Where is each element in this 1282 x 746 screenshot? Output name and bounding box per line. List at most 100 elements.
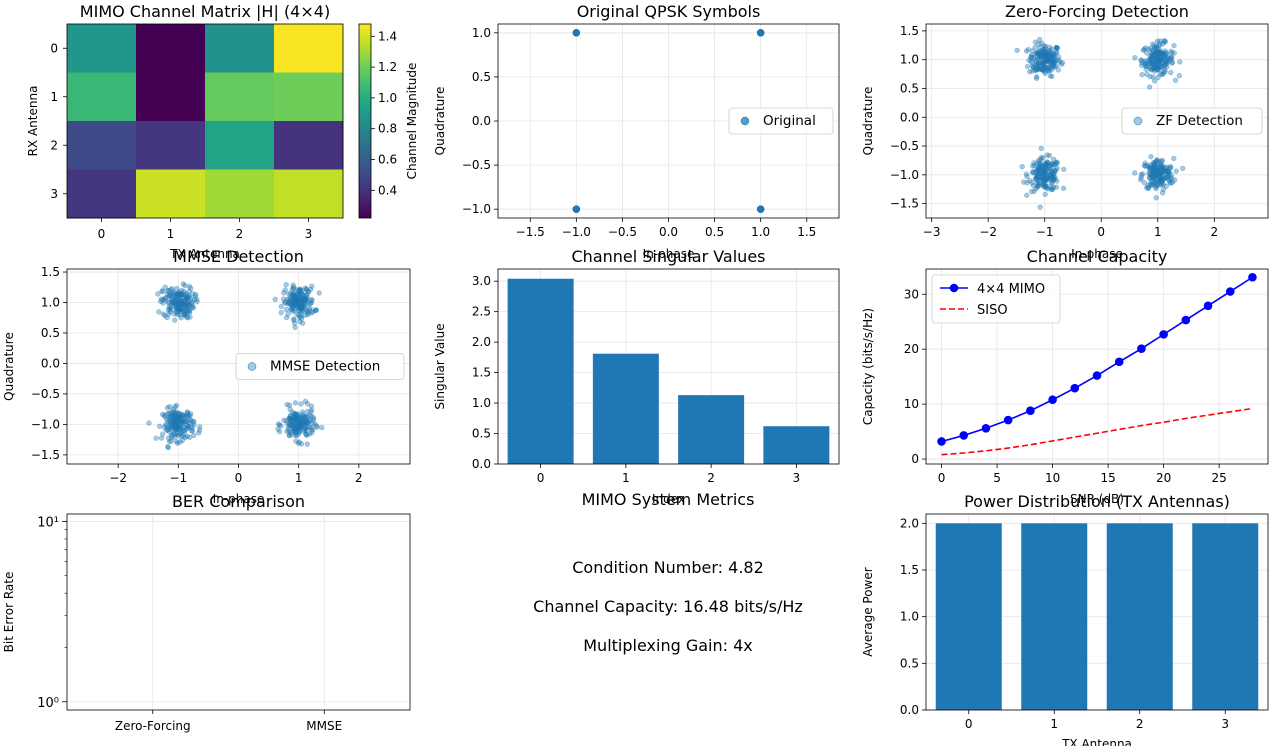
heatmap-cell xyxy=(136,72,206,122)
data-point xyxy=(184,296,190,302)
legend-box xyxy=(728,107,834,135)
heatmap-cell xyxy=(67,169,137,219)
y-tick-label: 0.5 xyxy=(900,656,919,670)
y-axis-label: Singular Value xyxy=(433,323,447,409)
legend-box xyxy=(931,274,1061,324)
data-point xyxy=(175,433,182,439)
data-point xyxy=(292,432,298,439)
data-point xyxy=(281,290,287,296)
bar xyxy=(507,278,574,464)
data-point xyxy=(1036,54,1042,60)
heatmap-cell xyxy=(136,24,206,73)
colorbar xyxy=(358,23,372,219)
legend-marker xyxy=(740,116,750,126)
data-point xyxy=(1150,52,1156,59)
data-point xyxy=(1155,58,1161,65)
data-point xyxy=(180,281,186,287)
chart-title: Power Distribution (TX Antennas) xyxy=(964,492,1230,511)
axes-frame xyxy=(497,268,840,465)
axes-frame xyxy=(925,513,1269,711)
data-point xyxy=(177,410,183,417)
series-point-mimo xyxy=(1026,406,1035,416)
heatmap-cell xyxy=(205,24,275,73)
y-tick-label: 1.0 xyxy=(472,26,491,40)
series-point-mimo xyxy=(1070,383,1080,393)
data-point xyxy=(1033,175,1039,181)
data-point xyxy=(1155,172,1161,178)
data-point xyxy=(298,422,304,428)
data-point xyxy=(1146,84,1153,90)
data-point xyxy=(1040,61,1046,67)
data-point xyxy=(1153,195,1159,201)
data-point xyxy=(1140,171,1146,177)
data-point xyxy=(181,288,187,295)
data-point xyxy=(1164,61,1170,67)
x-tick-label: −3 xyxy=(923,225,941,239)
heatmap-cell xyxy=(205,169,275,219)
data-point xyxy=(304,416,310,423)
series-point-mimo xyxy=(959,431,969,440)
data-point xyxy=(174,311,181,318)
data-point xyxy=(1037,204,1043,210)
data-point xyxy=(1171,43,1177,49)
y-tick-label: 0 xyxy=(50,41,58,55)
power-distribution-panel: 0.0 0.5 1.0 1.5 2.0 0 1 2 3 Power Distribution (T… xyxy=(861,492,1269,746)
data-point xyxy=(1027,178,1033,184)
data-point xyxy=(1031,65,1037,71)
data-point xyxy=(1024,192,1030,198)
data-point xyxy=(298,401,304,407)
data-point xyxy=(1139,71,1145,78)
data-point xyxy=(1159,71,1165,78)
data-point xyxy=(180,433,186,439)
colorbar-tick-label: 0.4 xyxy=(378,183,397,197)
data-point xyxy=(1154,157,1160,163)
data-point xyxy=(1152,78,1158,84)
axes-frame xyxy=(66,513,411,711)
data-point xyxy=(164,423,170,429)
ber-comparison-panel: 10⁰ 10¹ Zero-Forcing MMSE BER Comparison Bit … xyxy=(2,492,411,733)
y-axis-label: Capacity (bits/s/Hz) xyxy=(861,308,875,425)
bar xyxy=(678,395,745,464)
data-point xyxy=(316,290,322,296)
data-point xyxy=(1053,49,1059,55)
data-point xyxy=(161,412,168,418)
y-tick-label: 1.5 xyxy=(472,366,491,380)
bar xyxy=(1192,523,1259,710)
data-point xyxy=(190,305,197,311)
data-point xyxy=(1177,59,1183,65)
colorbar-tick-label: 0.8 xyxy=(378,122,397,136)
data-point xyxy=(186,288,193,295)
bar xyxy=(763,426,830,464)
x-tick-label: Zero-Forcing xyxy=(115,719,191,733)
data-point xyxy=(1050,156,1057,163)
x-tick-label: 2 xyxy=(236,227,244,241)
y-tick-label: 1.5 xyxy=(900,563,919,577)
data-point xyxy=(184,306,190,313)
y-tick-label: 3 xyxy=(50,187,58,201)
data-point xyxy=(1031,55,1037,61)
x-tick-label: 25 xyxy=(1212,471,1227,485)
y-tick-label: 2.5 xyxy=(472,305,491,319)
data-point xyxy=(296,439,302,445)
data-point xyxy=(175,410,181,417)
data-point xyxy=(1037,160,1043,166)
y-tick-label: 0.0 xyxy=(900,703,919,717)
data-point xyxy=(1047,59,1053,65)
data-point xyxy=(1031,160,1037,166)
data-point xyxy=(1038,145,1044,152)
data-point xyxy=(167,293,173,299)
x-tick-label: 1 xyxy=(1050,717,1058,731)
data-point xyxy=(182,282,188,289)
data-point xyxy=(1045,57,1051,63)
data-point xyxy=(1148,154,1154,160)
data-point xyxy=(165,435,172,441)
y-tick-label: 30 xyxy=(904,287,919,301)
data-point xyxy=(312,421,318,427)
data-point xyxy=(1042,191,1048,197)
data-point xyxy=(172,427,179,433)
legend-marker-mimo xyxy=(949,283,959,293)
x-tick-label: 0.5 xyxy=(705,225,724,239)
data-point xyxy=(1037,175,1043,181)
y-tick-label: 1 xyxy=(50,90,58,104)
data-point xyxy=(1048,186,1055,193)
